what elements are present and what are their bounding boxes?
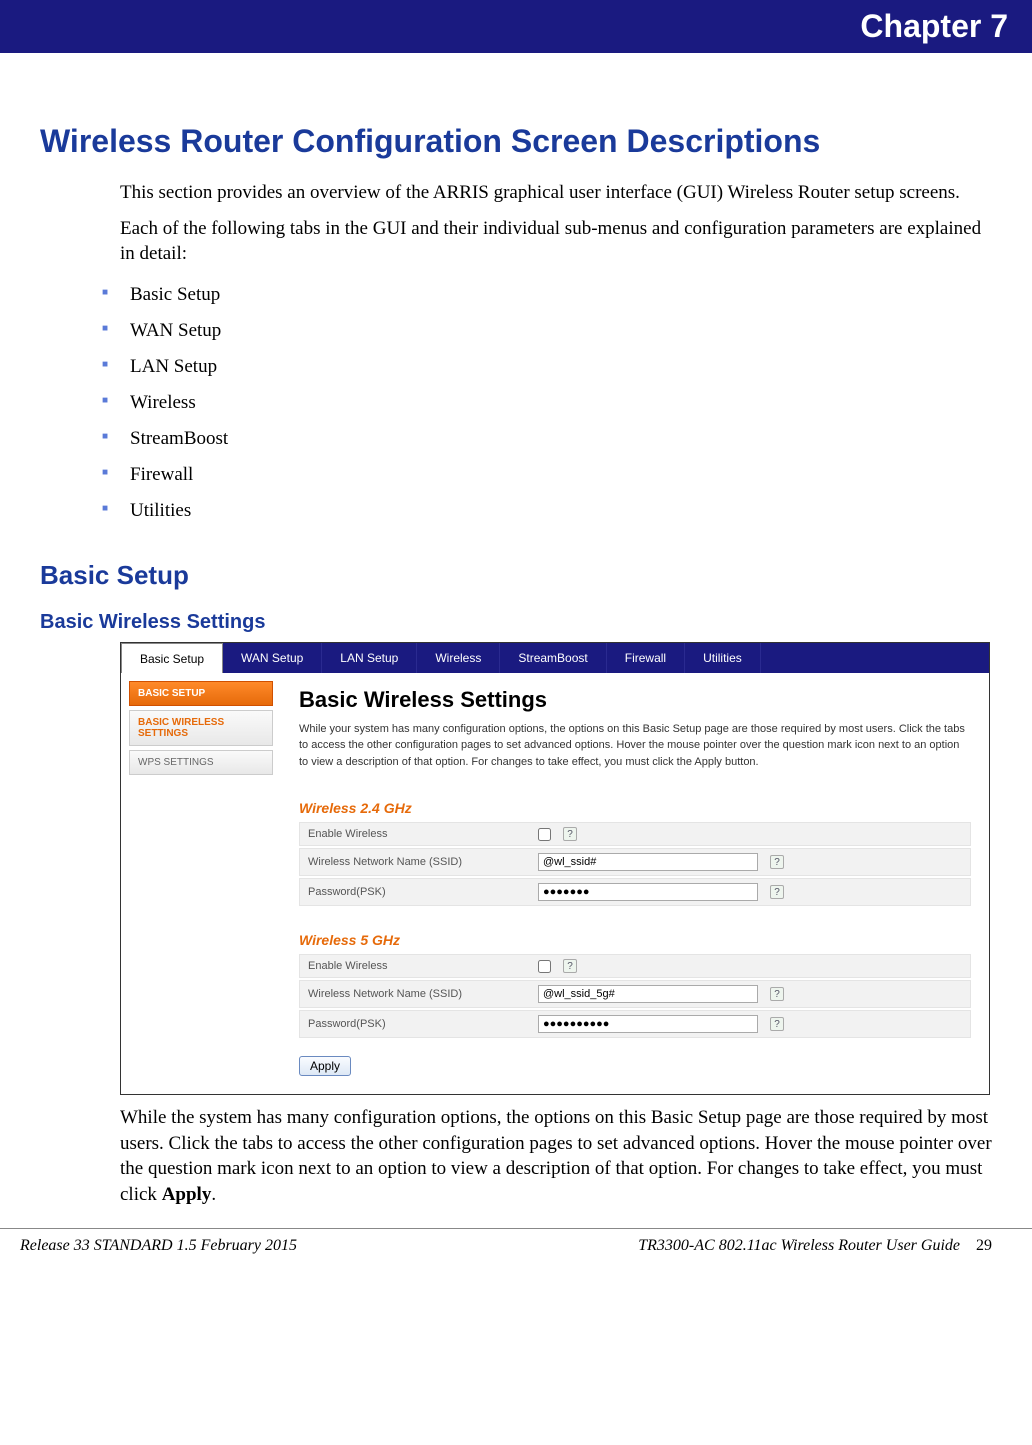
tab-streamboost[interactable]: StreamBoost: [500, 643, 606, 673]
sidebar-header: BASIC SETUP: [129, 681, 273, 706]
section-heading-basic-setup: Basic Setup: [40, 560, 992, 591]
chapter-banner: Chapter 7: [0, 0, 1032, 53]
row-enable-24: Enable Wireless ?: [299, 822, 971, 846]
help-icon[interactable]: ?: [770, 885, 784, 899]
list-item: LAN Setup: [130, 349, 992, 385]
list-item: Firewall: [130, 457, 992, 493]
gui-description: While your system has many configuration…: [299, 721, 971, 771]
gui-main: Basic Wireless Settings While your syste…: [281, 673, 989, 1095]
help-icon[interactable]: ?: [563, 827, 577, 841]
input-psk-24[interactable]: [538, 883, 758, 901]
tab-lan-setup[interactable]: LAN Setup: [322, 643, 417, 673]
tab-basic-setup[interactable]: Basic Setup: [121, 643, 223, 674]
row-enable-5: Enable Wireless ?: [299, 954, 971, 978]
section-label-24ghz: Wireless 2.4 GHz: [299, 800, 971, 816]
tab-firewall[interactable]: Firewall: [607, 643, 685, 673]
help-icon[interactable]: ?: [563, 959, 577, 973]
page-title: Wireless Router Configuration Screen Des…: [40, 123, 992, 160]
closing-bold: Apply: [162, 1184, 212, 1205]
label-enable-5: Enable Wireless: [308, 960, 538, 972]
list-item: StreamBoost: [130, 421, 992, 457]
row-psk-24: Password(PSK) ?: [299, 878, 971, 906]
page-footer: Release 33 STANDARD 1.5 February 2015 TR…: [0, 1228, 1032, 1275]
tab-wan-setup[interactable]: WAN Setup: [223, 643, 322, 673]
label-psk-5: Password(PSK): [308, 1018, 538, 1030]
sidebar-item-wps[interactable]: WPS SETTINGS: [129, 750, 273, 775]
sidebar-item-basic-wireless[interactable]: BASIC WIRELESS SETTINGS: [129, 710, 273, 746]
row-ssid-24: Wireless Network Name (SSID) ?: [299, 848, 971, 876]
closing-tail: .: [211, 1184, 216, 1205]
list-item: Utilities: [130, 493, 992, 529]
intro-paragraph-1: This section provides an overview of the…: [120, 180, 992, 206]
list-item: WAN Setup: [130, 313, 992, 349]
label-enable-24: Enable Wireless: [308, 828, 538, 840]
gui-tabbar: Basic Setup WAN Setup LAN Setup Wireless…: [121, 643, 989, 673]
input-psk-5[interactable]: [538, 1015, 758, 1033]
gui-screenshot: Basic Setup WAN Setup LAN Setup Wireless…: [120, 642, 990, 1096]
closing-paragraph: While the system has many configuration …: [120, 1105, 992, 1208]
tab-utilities[interactable]: Utilities: [685, 643, 761, 673]
tab-wireless[interactable]: Wireless: [417, 643, 500, 673]
intro-paragraph-2: Each of the following tabs in the GUI an…: [120, 216, 992, 267]
subsection-heading-basic-wireless: Basic Wireless Settings: [40, 611, 992, 634]
closing-text: While the system has many configuration …: [120, 1107, 992, 1205]
page-content: Wireless Router Configuration Screen Des…: [0, 53, 1032, 1228]
gui-body: BASIC SETUP BASIC WIRELESS SETTINGS WPS …: [121, 673, 989, 1095]
footer-page-number: 29: [976, 1237, 992, 1255]
help-icon[interactable]: ?: [770, 1017, 784, 1031]
tab-list: Basic Setup WAN Setup LAN Setup Wireless…: [40, 277, 992, 530]
label-psk-24: Password(PSK): [308, 886, 538, 898]
row-psk-5: Password(PSK) ?: [299, 1010, 971, 1038]
apply-button[interactable]: Apply: [299, 1056, 351, 1076]
row-ssid-5: Wireless Network Name (SSID) ?: [299, 980, 971, 1008]
label-ssid-24: Wireless Network Name (SSID): [308, 856, 538, 868]
gui-sidebar: BASIC SETUP BASIC WIRELESS SETTINGS WPS …: [121, 673, 281, 1095]
help-icon[interactable]: ?: [770, 987, 784, 1001]
list-item: Basic Setup: [130, 277, 992, 313]
checkbox-enable-5[interactable]: [538, 960, 551, 973]
label-ssid-5: Wireless Network Name (SSID): [308, 988, 538, 1000]
footer-guide-title: TR3300-AC 802.11ac Wireless Router User …: [297, 1237, 976, 1255]
footer-release: Release 33 STANDARD 1.5 February 2015: [20, 1237, 297, 1255]
gui-title: Basic Wireless Settings: [299, 687, 971, 713]
input-ssid-5[interactable]: [538, 985, 758, 1003]
input-ssid-24[interactable]: [538, 853, 758, 871]
list-item: Wireless: [130, 385, 992, 421]
section-label-5ghz: Wireless 5 GHz: [299, 932, 971, 948]
help-icon[interactable]: ?: [770, 855, 784, 869]
checkbox-enable-24[interactable]: [538, 828, 551, 841]
